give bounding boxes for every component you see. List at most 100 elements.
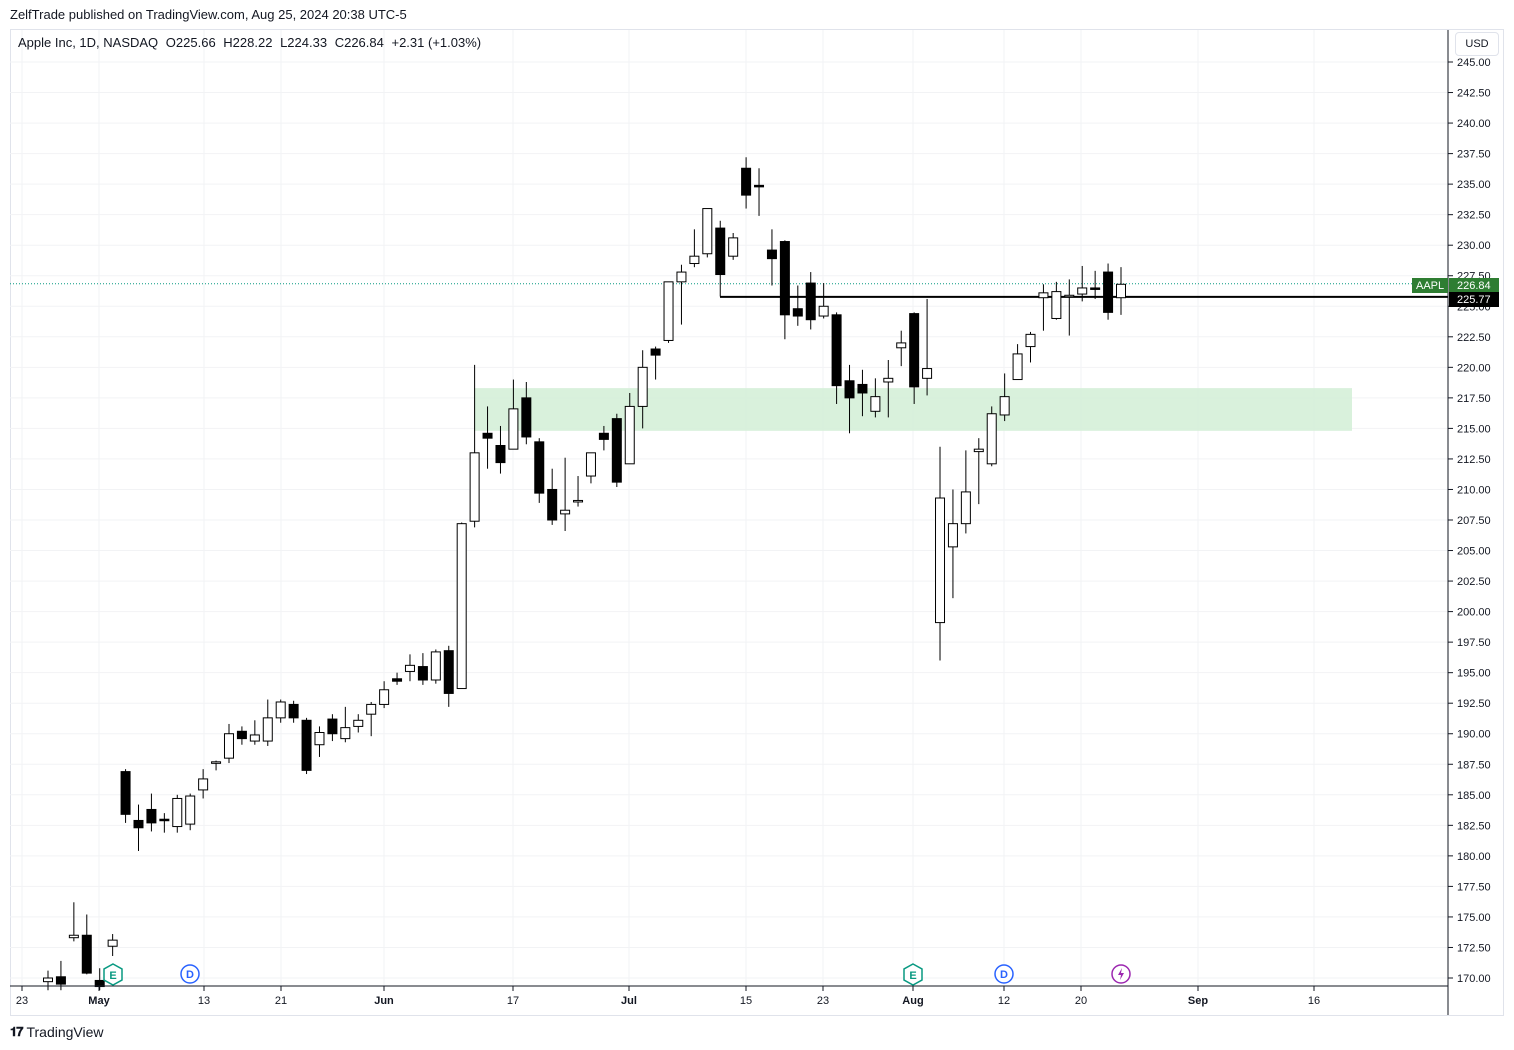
legend-low: L224.33 (280, 35, 328, 50)
candle-body-up (223, 733, 234, 759)
candle (676, 264, 687, 325)
last-price-symbol-bg (1412, 278, 1448, 293)
price-tick-label: 220.00 (1457, 362, 1491, 374)
candle (637, 350, 648, 429)
candle-body-down (482, 432, 493, 439)
candle (107, 934, 118, 957)
candle-body-down (443, 650, 454, 694)
candle-body-down (120, 771, 131, 815)
candle (211, 760, 222, 771)
hline-price-bg (1449, 292, 1499, 307)
candle (598, 425, 609, 451)
candle-body-down (741, 167, 752, 196)
candle-body-up (211, 761, 222, 764)
candle-body-up (676, 271, 687, 283)
candle-body-up (172, 797, 183, 828)
time-tick-label: 16 (1308, 995, 1320, 1007)
candle-body-up (624, 405, 635, 465)
candle (521, 381, 532, 445)
time-tick-label: 13 (198, 995, 210, 1007)
candle (68, 902, 79, 942)
candle (340, 706, 351, 743)
candle-body-up (573, 499, 584, 503)
time-tick-label: May (88, 995, 110, 1007)
candle-body-up (728, 237, 739, 257)
candle-body-up (973, 448, 984, 453)
candle (223, 723, 234, 764)
svg-text:E: E (909, 970, 916, 982)
candle-body-up (366, 703, 377, 715)
legend-high: H228.22 (223, 35, 273, 50)
candle-body-down (831, 314, 842, 387)
candle-body-up (353, 719, 364, 727)
candle-body-up (469, 452, 480, 522)
candle-body-down (857, 383, 868, 394)
candle (456, 522, 467, 690)
candle-body-up (637, 366, 648, 407)
time-tick-label: 23 (16, 995, 28, 1007)
candle-body-down (792, 308, 803, 317)
dividend-marker-icon: D (180, 964, 200, 984)
candle-body-up (43, 977, 53, 983)
currency-button[interactable]: USD (1455, 32, 1499, 56)
candle (146, 793, 157, 832)
candle (185, 793, 196, 831)
candle (353, 714, 364, 733)
price-tick-label: 230.00 (1457, 240, 1491, 252)
time-tick-label: 15 (740, 995, 752, 1007)
candle-body-down (598, 432, 609, 440)
candle-body-up (379, 689, 390, 705)
candle-body-up (960, 491, 971, 525)
svg-text:D: D (186, 969, 194, 981)
candle-body-up (1077, 287, 1088, 295)
candle-body-down (288, 703, 299, 719)
price-tick-label: 192.50 (1457, 698, 1491, 710)
svg-text:D: D (1000, 969, 1008, 981)
price-tick-label: 205.00 (1457, 546, 1491, 558)
candle (960, 450, 971, 534)
candle-body-down (236, 730, 247, 740)
candle-body-down (392, 678, 403, 682)
candle (947, 489, 958, 599)
candle (236, 726, 247, 745)
candle (715, 220, 726, 297)
price-tick-label: 240.00 (1457, 118, 1491, 130)
candle (301, 717, 312, 775)
candle-body-up (68, 934, 79, 939)
candle-body-up (585, 452, 596, 477)
candle (120, 769, 131, 823)
candle (430, 649, 441, 684)
lightning-event-icon (1111, 964, 1131, 984)
price-tick-label: 182.50 (1457, 820, 1491, 832)
candle-body-up (1064, 294, 1075, 298)
candle (792, 285, 803, 326)
candle (1077, 265, 1088, 302)
price-tick-label: 237.50 (1457, 149, 1491, 161)
candle-body-up (883, 377, 894, 383)
candle (172, 794, 183, 833)
candle (973, 438, 984, 505)
candle-body-up (999, 396, 1010, 416)
price-tick-label: 217.50 (1457, 393, 1491, 405)
candle (611, 413, 622, 488)
candle-body-up (935, 497, 946, 624)
candle-body-down (327, 718, 338, 735)
candle-body-down (301, 719, 312, 771)
price-tick-label: 207.50 (1457, 515, 1491, 527)
price-axis: 245.00 242.50 240.00 237.50 235.00 232.50 230.… (1448, 57, 1491, 985)
candle (1012, 344, 1023, 381)
candle-body-up (404, 664, 415, 672)
candle-body-down (611, 418, 622, 483)
price-tick-label: 185.00 (1457, 790, 1491, 802)
candle (986, 406, 997, 467)
candle-body-up (314, 732, 325, 746)
chart-frame (10, 29, 1504, 1016)
candle-body-down (159, 818, 170, 822)
candle (663, 281, 674, 343)
candle (314, 726, 325, 757)
legend-change: +2.31 (+1.03%) (391, 35, 482, 50)
price-tick-label: 235.00 (1457, 179, 1491, 191)
tradingview-brand[interactable]: 𝟏𝟕 TradingView (10, 1024, 104, 1040)
